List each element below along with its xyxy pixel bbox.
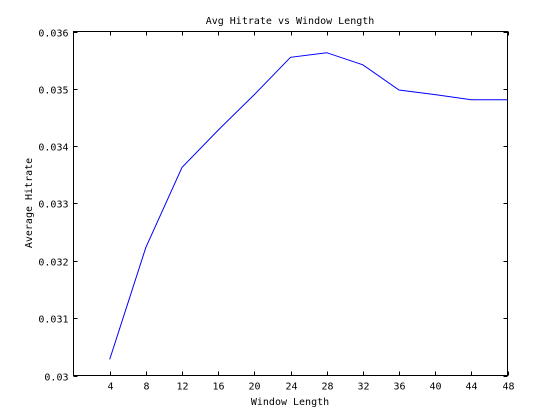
y-tick-label: 0.031 [38,315,68,326]
y-tick-label: 0.032 [38,258,68,269]
chart-title: Avg Hitrate vs Window Length [206,16,375,27]
x-tick-labels: 4 8 12 16 20 24 28 32 36 40 44 48 [107,382,514,393]
x-tick-label: 32 [357,382,369,393]
axis-ticks [73,31,509,377]
y-tick-label: 0.03 [44,373,68,384]
x-tick-label: 20 [248,382,260,393]
x-axis-label: Window Length [251,397,329,408]
x-tick-label: 12 [176,382,188,393]
y-tick-label: 0.035 [38,86,68,97]
x-tick-label: 40 [429,382,441,393]
y-axis-label: Average Hitrate [24,158,35,248]
y-tick-label: 0.036 [38,29,68,40]
x-tick-label: 24 [285,382,297,393]
x-tick-label: 36 [393,382,405,393]
plot-area [73,31,508,376]
x-tick-label: 16 [212,382,224,393]
x-tick-label: 4 [107,382,113,393]
x-tick-label: 28 [321,382,333,393]
y-tick-labels: 0.03 0.031 0.032 0.033 0.034 0.035 0.036 [38,29,68,384]
x-tick-label: 48 [502,382,514,393]
x-tick-label: 8 [143,382,149,393]
series-line [109,52,508,360]
y-tick-label: 0.034 [38,143,68,154]
y-tick-label: 0.033 [38,200,68,211]
x-tick-label: 44 [465,382,477,393]
